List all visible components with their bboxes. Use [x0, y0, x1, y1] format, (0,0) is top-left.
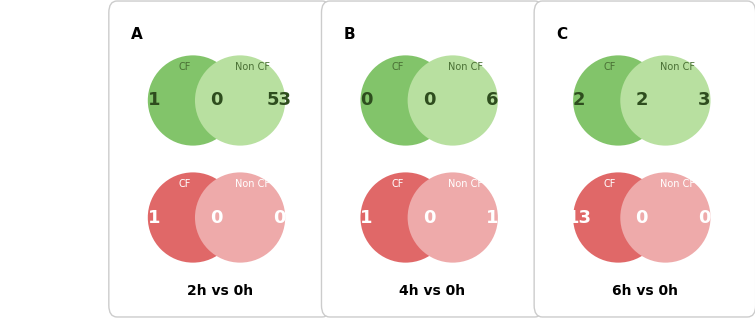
Text: 0: 0 — [423, 209, 436, 226]
Text: 1: 1 — [148, 209, 160, 226]
Ellipse shape — [573, 55, 664, 146]
Text: CF: CF — [178, 62, 191, 72]
Text: 0: 0 — [210, 92, 223, 109]
Ellipse shape — [621, 55, 710, 146]
Text: 2h vs 0h: 2h vs 0h — [186, 284, 253, 298]
Ellipse shape — [408, 55, 498, 146]
Text: Non CF: Non CF — [660, 62, 695, 72]
FancyBboxPatch shape — [322, 1, 543, 317]
Text: 0: 0 — [360, 92, 373, 109]
Text: 53: 53 — [267, 92, 291, 109]
Text: 0: 0 — [698, 209, 710, 226]
Ellipse shape — [148, 55, 238, 146]
Text: 6: 6 — [485, 92, 498, 109]
Ellipse shape — [621, 172, 710, 263]
Text: 0: 0 — [210, 209, 223, 226]
Text: 0: 0 — [636, 209, 648, 226]
Text: 2: 2 — [573, 92, 586, 109]
Text: Non CF: Non CF — [235, 179, 270, 189]
Text: 6h vs 0h: 6h vs 0h — [612, 284, 678, 298]
Text: C: C — [556, 27, 568, 42]
Text: CF: CF — [391, 179, 404, 189]
Text: B: B — [344, 27, 356, 42]
Ellipse shape — [360, 172, 451, 263]
FancyBboxPatch shape — [109, 1, 331, 317]
Text: 3: 3 — [698, 92, 710, 109]
Text: 1: 1 — [485, 209, 498, 226]
Ellipse shape — [360, 55, 451, 146]
Ellipse shape — [195, 55, 285, 146]
Ellipse shape — [573, 172, 664, 263]
Text: 13: 13 — [567, 209, 592, 226]
Text: Non CF: Non CF — [660, 179, 695, 189]
FancyBboxPatch shape — [534, 1, 755, 317]
Text: 0: 0 — [273, 209, 285, 226]
Ellipse shape — [148, 172, 238, 263]
Text: 1: 1 — [148, 92, 160, 109]
Text: 1: 1 — [360, 209, 373, 226]
Text: 4h vs 0h: 4h vs 0h — [399, 284, 465, 298]
Text: CF: CF — [178, 179, 191, 189]
Ellipse shape — [408, 172, 498, 263]
Text: CF: CF — [604, 62, 616, 72]
Text: Non CF: Non CF — [448, 179, 482, 189]
Text: CF: CF — [391, 62, 404, 72]
Text: Non CF: Non CF — [448, 62, 482, 72]
Text: Non CF: Non CF — [235, 62, 270, 72]
Text: 2: 2 — [636, 92, 648, 109]
Text: CF: CF — [604, 179, 616, 189]
Text: A: A — [131, 27, 143, 42]
Text: 0: 0 — [423, 92, 436, 109]
Ellipse shape — [195, 172, 285, 263]
